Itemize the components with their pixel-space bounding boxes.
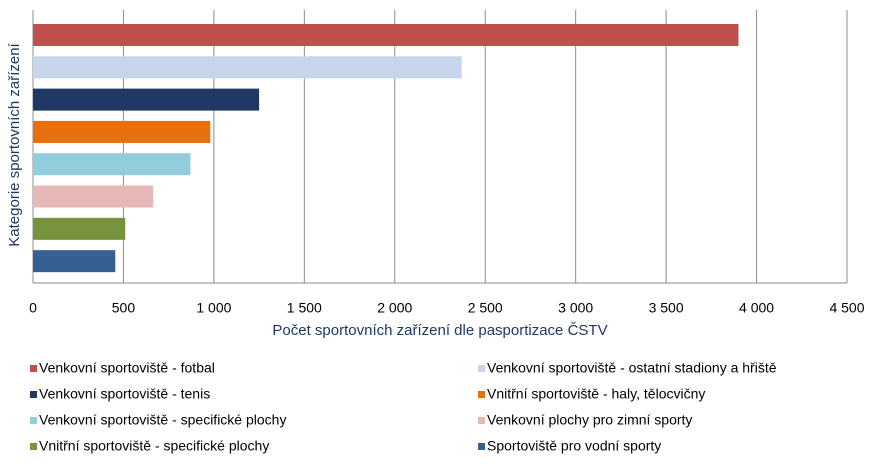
legend-label: Venkovní sportoviště - specifické plochy: [39, 412, 286, 428]
legend-swatch: [478, 443, 485, 450]
legend-label: Venkovní sportoviště - tenis: [39, 386, 210, 402]
bar: [33, 120, 211, 143]
legend-label: Venkovní plochy pro zimní sporty: [487, 412, 692, 428]
x-tick-label: 3 000: [558, 300, 593, 316]
x-tick-label: 500: [112, 300, 136, 316]
legend-label: Vnitřní sportoviště - specifické plochy: [39, 438, 269, 454]
legend-label: Vnitřní sportoviště - haly, tělocvičny: [487, 386, 705, 402]
y-axis-title: Kategorie sportovních zařízení: [6, 42, 23, 246]
legend-swatch: [30, 417, 37, 424]
x-tick-label: 2 000: [377, 300, 412, 316]
legend-swatch: [30, 443, 37, 450]
x-tick-label: 4 000: [739, 300, 774, 316]
x-tick-label: 1 000: [196, 300, 231, 316]
bar: [33, 56, 462, 79]
x-tick-label: 3 500: [649, 300, 684, 316]
x-tick-label: 4 500: [829, 300, 864, 316]
legend-swatch: [478, 417, 485, 424]
bar: [33, 153, 191, 176]
legend-swatch: [478, 365, 485, 372]
bar: [33, 24, 739, 46]
legend-label: Venkovní sportoviště - fotbal: [39, 360, 215, 376]
legend-swatch: [30, 391, 37, 398]
legend-swatch: [478, 391, 485, 398]
bar: [33, 250, 116, 273]
x-tick-label: 1 500: [287, 300, 322, 316]
bar: [33, 185, 154, 208]
x-axis-title: Počet sportovních zařízení dle pasportiz…: [272, 322, 607, 339]
x-tick-label: 2 500: [468, 300, 503, 316]
bar: [33, 88, 260, 111]
legend-label: Venkovní sportoviště - ostatní stadiony …: [487, 360, 777, 376]
bar: [33, 217, 126, 240]
legend-swatch: [30, 365, 37, 372]
legend-label: Sportoviště pro vodní sporty: [487, 438, 661, 454]
x-tick-label: 0: [29, 300, 37, 316]
